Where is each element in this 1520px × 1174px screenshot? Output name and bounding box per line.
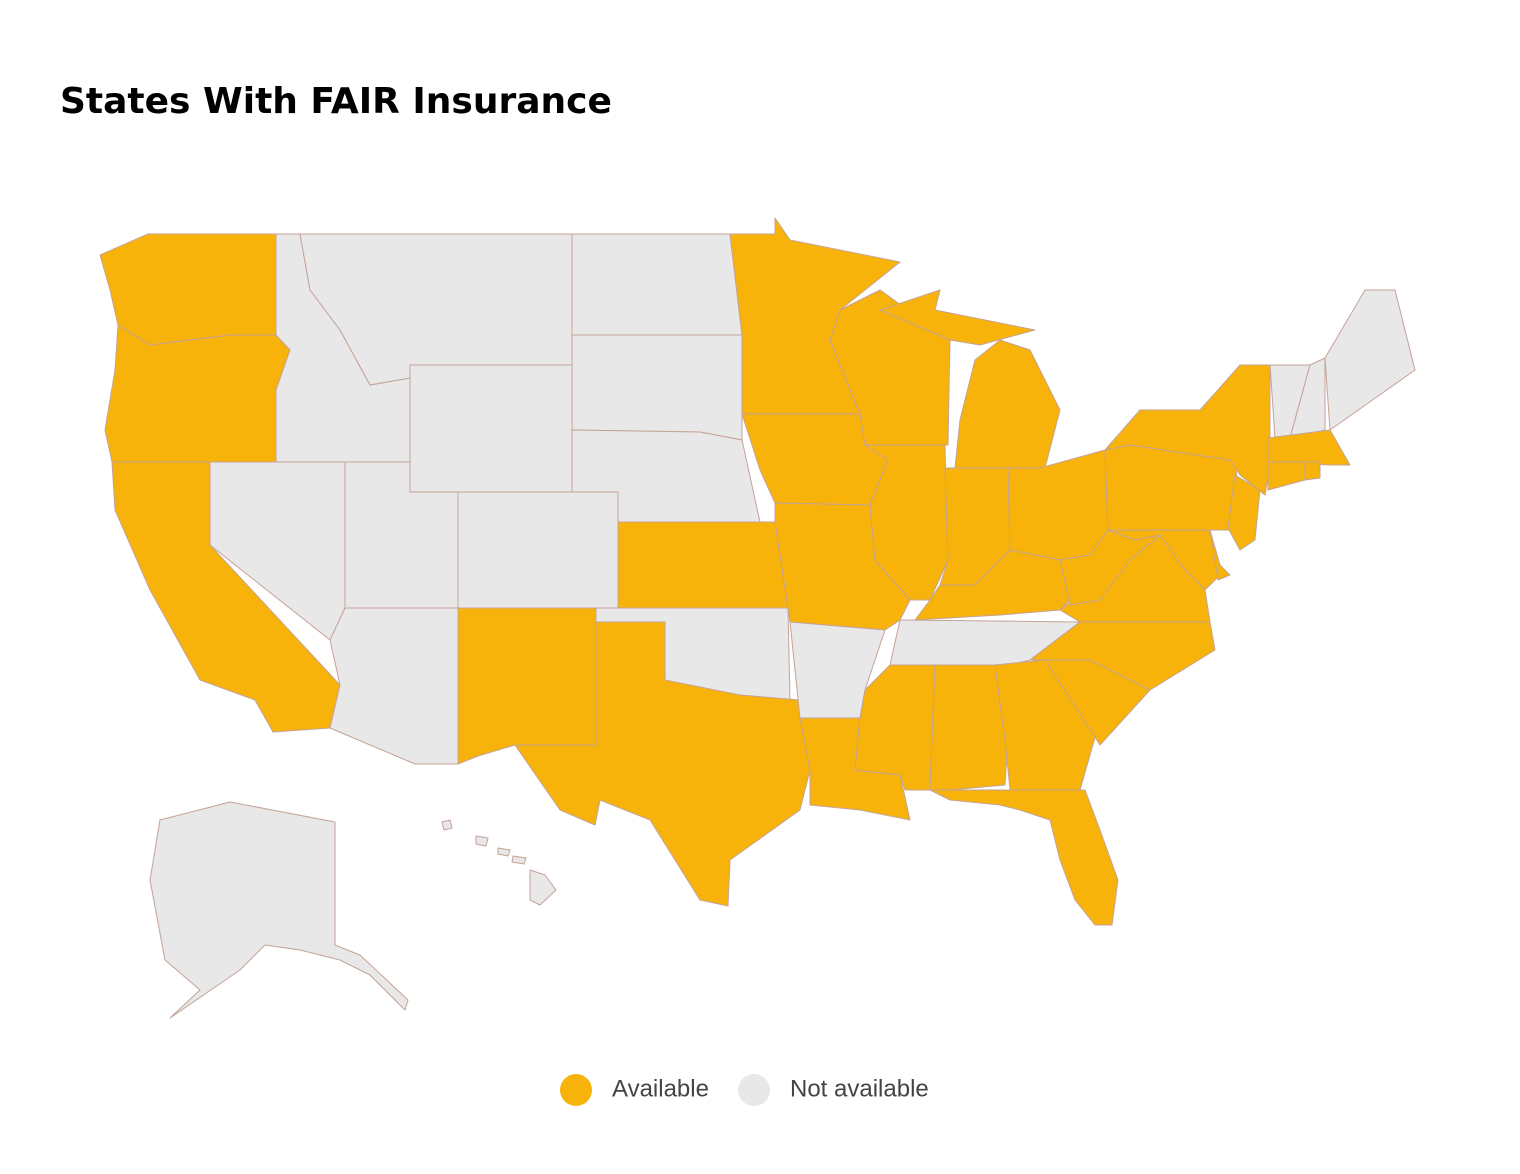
state xyxy=(99,233,277,346)
state xyxy=(1267,461,1306,491)
state xyxy=(329,607,459,765)
state xyxy=(511,855,527,865)
state xyxy=(514,621,811,907)
legend-label: Available xyxy=(612,1075,709,1102)
legend-swatch xyxy=(560,1074,592,1106)
state xyxy=(475,835,489,847)
state xyxy=(617,521,789,609)
legend: Available Not available xyxy=(560,1074,929,1106)
state xyxy=(929,789,1119,926)
map-title: States With FAIR Insurance xyxy=(60,81,612,122)
state xyxy=(529,869,557,906)
legend-swatch xyxy=(738,1074,770,1106)
state xyxy=(1304,461,1321,481)
state xyxy=(954,339,1061,469)
legend-label: Not available xyxy=(790,1075,929,1102)
states xyxy=(99,217,1416,1019)
state xyxy=(571,233,743,336)
state xyxy=(1289,357,1326,439)
state xyxy=(457,607,597,765)
state xyxy=(149,801,409,1019)
state xyxy=(854,664,936,791)
state xyxy=(571,334,743,441)
state xyxy=(497,847,511,857)
state xyxy=(1324,289,1416,431)
state xyxy=(929,664,1009,791)
state xyxy=(1209,529,1231,581)
state xyxy=(409,364,573,493)
state xyxy=(457,491,619,609)
state xyxy=(879,289,1036,346)
state xyxy=(441,819,453,831)
state xyxy=(1267,429,1351,466)
state xyxy=(104,324,291,463)
